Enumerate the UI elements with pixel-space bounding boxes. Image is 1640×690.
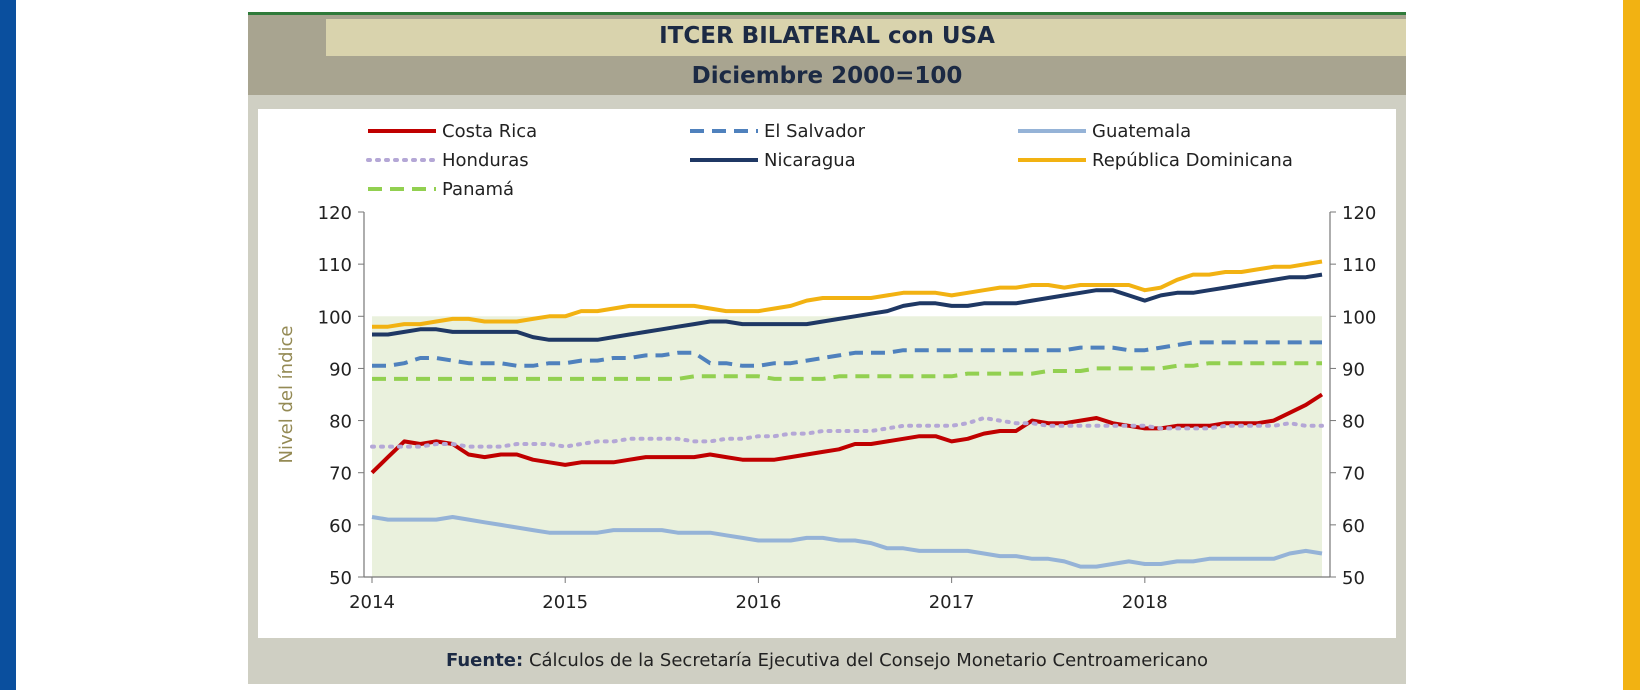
y-tick-label-right: 50 [1342, 568, 1365, 589]
y-axis-label: Nivel del índice [276, 326, 297, 464]
x-tick-label: 2017 [929, 592, 975, 613]
y-tick-label-left: 60 [329, 516, 352, 537]
y-tick-label-right: 60 [1342, 516, 1365, 537]
y-tick-label-left: 100 [318, 307, 352, 328]
legend-label: Guatemala [1092, 121, 1191, 142]
source-text: Cálculos de la Secretaría Ejecutiva del … [528, 650, 1209, 671]
y-tick-label-right: 80 [1342, 412, 1365, 433]
line-chart: 50 50 60 60 70 70 80 80 90 90 100 100 110 110 120 120 20… [276, 121, 1376, 613]
y-tick-label-left: 80 [329, 412, 352, 433]
x-tick-label: 2014 [349, 592, 395, 613]
y-tick-label-right: 120 [1342, 203, 1376, 224]
chart-title: ITCER BILATERAL con USA [659, 23, 995, 49]
legend-label: El Salvador [764, 121, 866, 142]
left-edge-bar [0, 0, 16, 690]
series-line [370, 416, 1324, 449]
chart-area: 50 50 60 60 70 70 80 80 90 90 100 100 110 110 120 120 20… [258, 109, 1396, 638]
legend-label: Nicaragua [764, 150, 856, 171]
series-line [372, 259, 1323, 329]
series-line [372, 340, 1322, 368]
source-label: Fuente: [445, 650, 524, 671]
series-line [372, 361, 1322, 381]
y-tick-label-left: 70 [329, 464, 352, 485]
y-tick-label-left: 90 [329, 359, 352, 380]
y-tick-label-right: 70 [1342, 464, 1365, 485]
y-tick-label-left: 110 [318, 255, 352, 276]
x-tick-label: 2018 [1122, 592, 1168, 613]
series-line [370, 392, 1324, 475]
legend-label: República Dominicana [1092, 150, 1293, 171]
y-tick-label-right: 110 [1342, 255, 1376, 276]
x-tick-label: 2016 [736, 592, 782, 613]
chart-header: ITCER BILATERAL con USA Diciembre 2000=1… [248, 15, 1406, 95]
chart-subtitle: Diciembre 2000=100 [691, 63, 963, 89]
x-tick-label: 2015 [542, 592, 588, 613]
y-tick-label-right: 100 [1342, 307, 1376, 328]
y-tick-label-left: 120 [318, 203, 352, 224]
y-tick-label-right: 90 [1342, 359, 1365, 380]
legend-label: Costa Rica [442, 121, 537, 142]
source-note: Fuente: Cálculos de la Secretaría Ejecut… [248, 638, 1406, 684]
right-edge-bar [1623, 0, 1640, 690]
y-tick-label-left: 50 [329, 568, 352, 589]
frame-top-rule [248, 12, 1406, 15]
series-line [372, 272, 1323, 342]
title-band [326, 19, 1406, 56]
series-line [371, 515, 1323, 569]
legend-label: Honduras [442, 150, 529, 171]
legend-label: Panamá [442, 179, 514, 200]
